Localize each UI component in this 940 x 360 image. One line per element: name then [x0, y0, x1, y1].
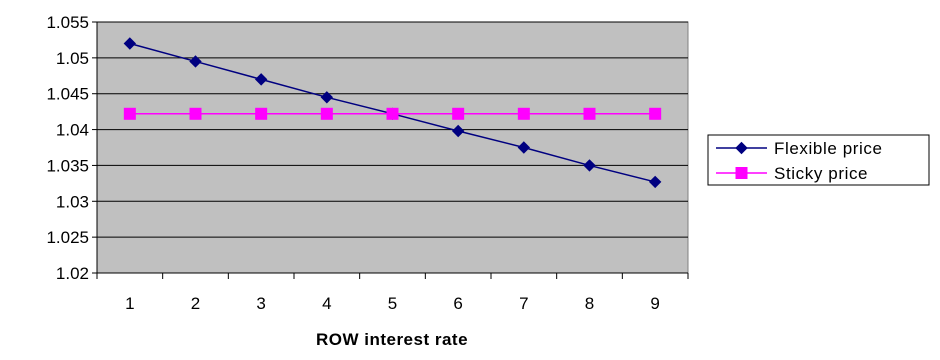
x-tick-label: 6 — [453, 294, 462, 313]
sticky-price-point — [189, 107, 202, 120]
legend: Flexible price Sticky price — [707, 134, 930, 186]
x-tick-label: 5 — [388, 294, 397, 313]
x-tick-label: 7 — [519, 294, 528, 313]
sticky-price-point — [320, 107, 333, 120]
axes: 1.02 1.025 1.03 1.035 1.04 1.045 1.05 1.055 1 2 3 4… — [46, 13, 689, 313]
y-tick-label: 1.03 — [56, 192, 89, 211]
y-tick-label: 1.05 — [56, 49, 89, 68]
sticky-price-point — [123, 107, 136, 120]
flexible-price-point — [320, 91, 334, 104]
y-tick-label: 1.04 — [56, 121, 89, 140]
y-tick-label: 1.045 — [46, 85, 89, 104]
legend-sticky-price-label: Sticky price — [774, 164, 868, 183]
sticky-price-point — [517, 107, 530, 120]
x-tick-label: 2 — [191, 294, 200, 313]
series-layer — [123, 37, 662, 189]
x-tick-label: 4 — [322, 294, 331, 313]
x-tick-label: 8 — [585, 294, 594, 313]
x-axis-title: ROW interest rate — [316, 330, 468, 349]
flexible-price-point — [254, 73, 268, 86]
flexible-price-point — [123, 37, 137, 50]
legend-flexible-price-label: Flexible price — [774, 139, 883, 158]
x-tick-label: 1 — [125, 294, 134, 313]
sticky-price-point — [649, 107, 662, 120]
sticky-price-point — [386, 107, 399, 120]
legend-flexible-price-marker — [735, 141, 748, 155]
x-tick-label: 9 — [650, 294, 659, 313]
flexible-price-point — [517, 141, 531, 154]
plot-area — [96, 21, 689, 274]
flexible-price-point — [189, 55, 202, 68]
legend-sticky-price-marker — [735, 167, 748, 179]
y-tick-label: 1.035 — [46, 156, 89, 175]
flexible-price-point — [583, 159, 596, 172]
y-tick-label: 1.025 — [46, 228, 89, 247]
y-tick-label: 1.02 — [56, 264, 89, 283]
sticky-price-point — [255, 107, 268, 120]
sticky-price-point — [583, 107, 596, 120]
flexible-price-point — [451, 124, 465, 138]
sticky-price-point — [452, 107, 465, 120]
flexible-price-point — [648, 175, 662, 189]
y-tick-label: 1.055 — [46, 13, 89, 32]
x-tick-label: 3 — [256, 294, 265, 313]
